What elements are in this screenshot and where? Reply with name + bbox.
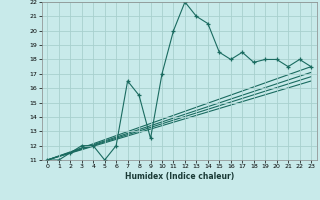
X-axis label: Humidex (Indice chaleur): Humidex (Indice chaleur) [124, 172, 234, 181]
